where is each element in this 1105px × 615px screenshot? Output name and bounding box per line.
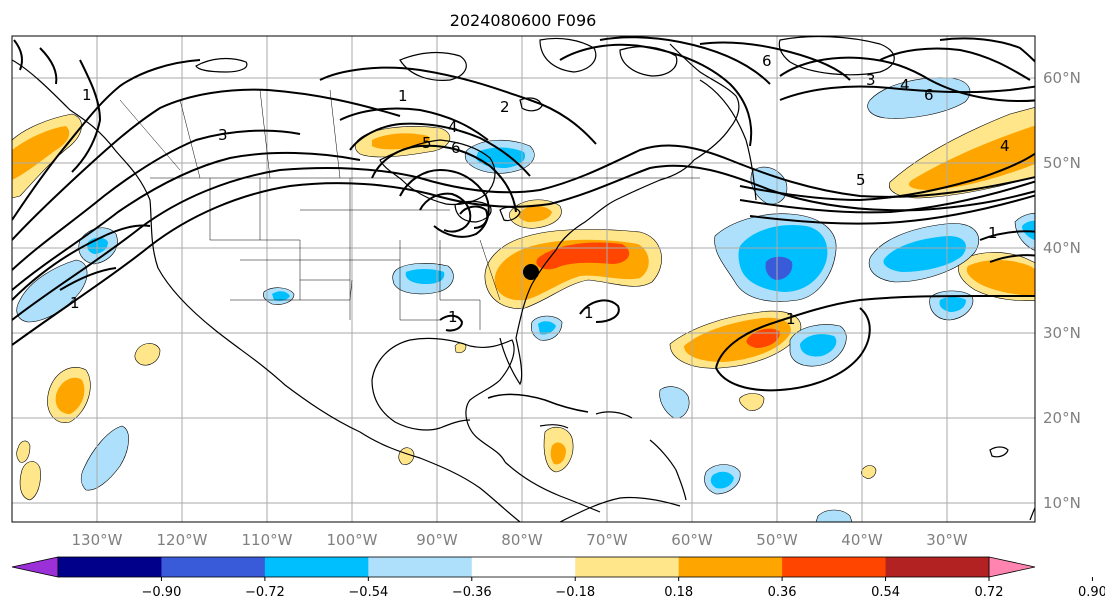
latitude-label: 60°N bbox=[1043, 69, 1081, 87]
contour-label: 1 bbox=[82, 86, 92, 104]
latitude-label: 20°N bbox=[1043, 409, 1081, 427]
longitude-label: 60°W bbox=[671, 531, 713, 549]
colorbar-tick-label: −0.90 bbox=[142, 585, 182, 600]
longitude-labels: 130°W 120°W 110°W 100°W 90°W 80°W 70°W 6… bbox=[72, 531, 968, 549]
graticule bbox=[12, 36, 1035, 522]
colorbar-tick-label: 0.36 bbox=[768, 585, 797, 600]
contours bbox=[12, 36, 1035, 392]
colorbar-segment bbox=[678, 557, 783, 577]
colorbar-tick-label: −0.72 bbox=[245, 585, 285, 600]
longitude-label: 30°W bbox=[926, 531, 968, 549]
contour-label: 1 bbox=[398, 87, 408, 105]
contour-label: 3 bbox=[866, 71, 876, 89]
latitude-labels: 60°N 50°N 40°N 30°N 20°N 10°N bbox=[1043, 69, 1081, 512]
contour-label: 2 bbox=[500, 98, 510, 116]
longitude-label: 90°W bbox=[416, 531, 458, 549]
contour-label: 4 bbox=[448, 118, 458, 136]
colorbar-segment bbox=[161, 557, 266, 577]
longitude-label: 40°W bbox=[841, 531, 883, 549]
colorbar-frame bbox=[57, 556, 990, 578]
colorbar-tick-label: 0.72 bbox=[975, 585, 1004, 600]
longitude-label: 130°W bbox=[72, 531, 123, 549]
colorbar-tick-label: 0.54 bbox=[871, 585, 900, 600]
colorbar-tick-label: 0.90 bbox=[1078, 585, 1105, 600]
latitude-label: 50°N bbox=[1043, 154, 1081, 172]
colorbar-tick-label: 0.18 bbox=[664, 585, 693, 600]
contour-label: 5 bbox=[856, 171, 866, 189]
anomaly-fills bbox=[12, 77, 1035, 522]
contour-labels: 1 1 1 2 3 3 4 4 5 5 6 6 6 1 1 1 4 1 bbox=[70, 52, 1010, 328]
contour-label: 1 bbox=[786, 310, 796, 328]
longitude-label: 70°W bbox=[586, 531, 628, 549]
latitude-label: 10°N bbox=[1043, 494, 1081, 512]
colorbar-segment bbox=[58, 557, 162, 577]
map-frame bbox=[11, 35, 1036, 523]
location-marker bbox=[523, 264, 539, 280]
contour-label: 5 bbox=[422, 134, 432, 152]
contour-label: 4 bbox=[1000, 137, 1010, 155]
colorbar-segment bbox=[264, 557, 369, 577]
contour-label: 1 bbox=[70, 294, 80, 312]
longitude-label: 50°W bbox=[756, 531, 798, 549]
longitude-label: 120°W bbox=[157, 531, 208, 549]
contour-label: 6 bbox=[451, 139, 461, 157]
contour-label: 6 bbox=[924, 86, 934, 104]
latitude-label: 30°N bbox=[1043, 324, 1081, 342]
colorbar-tick-label: −0.54 bbox=[348, 585, 388, 600]
contour-label: 6 bbox=[762, 52, 772, 70]
colorbar-segment bbox=[782, 557, 887, 577]
colorbar-segment bbox=[471, 557, 576, 577]
latitude-label: 40°N bbox=[1043, 239, 1081, 257]
colorbar-segment bbox=[885, 557, 990, 577]
map-content: 1 1 1 2 3 3 4 4 5 5 6 6 6 1 1 1 4 1 bbox=[12, 36, 1035, 522]
contour-label: 3 bbox=[218, 126, 228, 144]
colorbar: −0.90 −0.72 −0.54 −0.36 −0.18 0.18 0.36 0.54 0.7… bbox=[11, 556, 1105, 600]
colorbar-under-arrow bbox=[11, 556, 59, 578]
colorbar-tick-label: −0.36 bbox=[452, 585, 492, 600]
longitude-label: 100°W bbox=[327, 531, 378, 549]
colorbar-segment bbox=[575, 557, 680, 577]
contour-label: 1 bbox=[448, 308, 458, 326]
map-title: 2024080600 F096 bbox=[450, 11, 597, 30]
contour-label: 1 bbox=[988, 224, 998, 242]
longitude-label: 110°W bbox=[242, 531, 293, 549]
contour-label: 4 bbox=[900, 76, 910, 94]
colorbar-segment bbox=[368, 557, 473, 577]
longitude-label: 80°W bbox=[501, 531, 543, 549]
colorbar-over-arrow bbox=[988, 556, 1036, 578]
contour-label: 1 bbox=[584, 304, 594, 322]
colorbar-tick-label: −0.18 bbox=[555, 585, 595, 600]
